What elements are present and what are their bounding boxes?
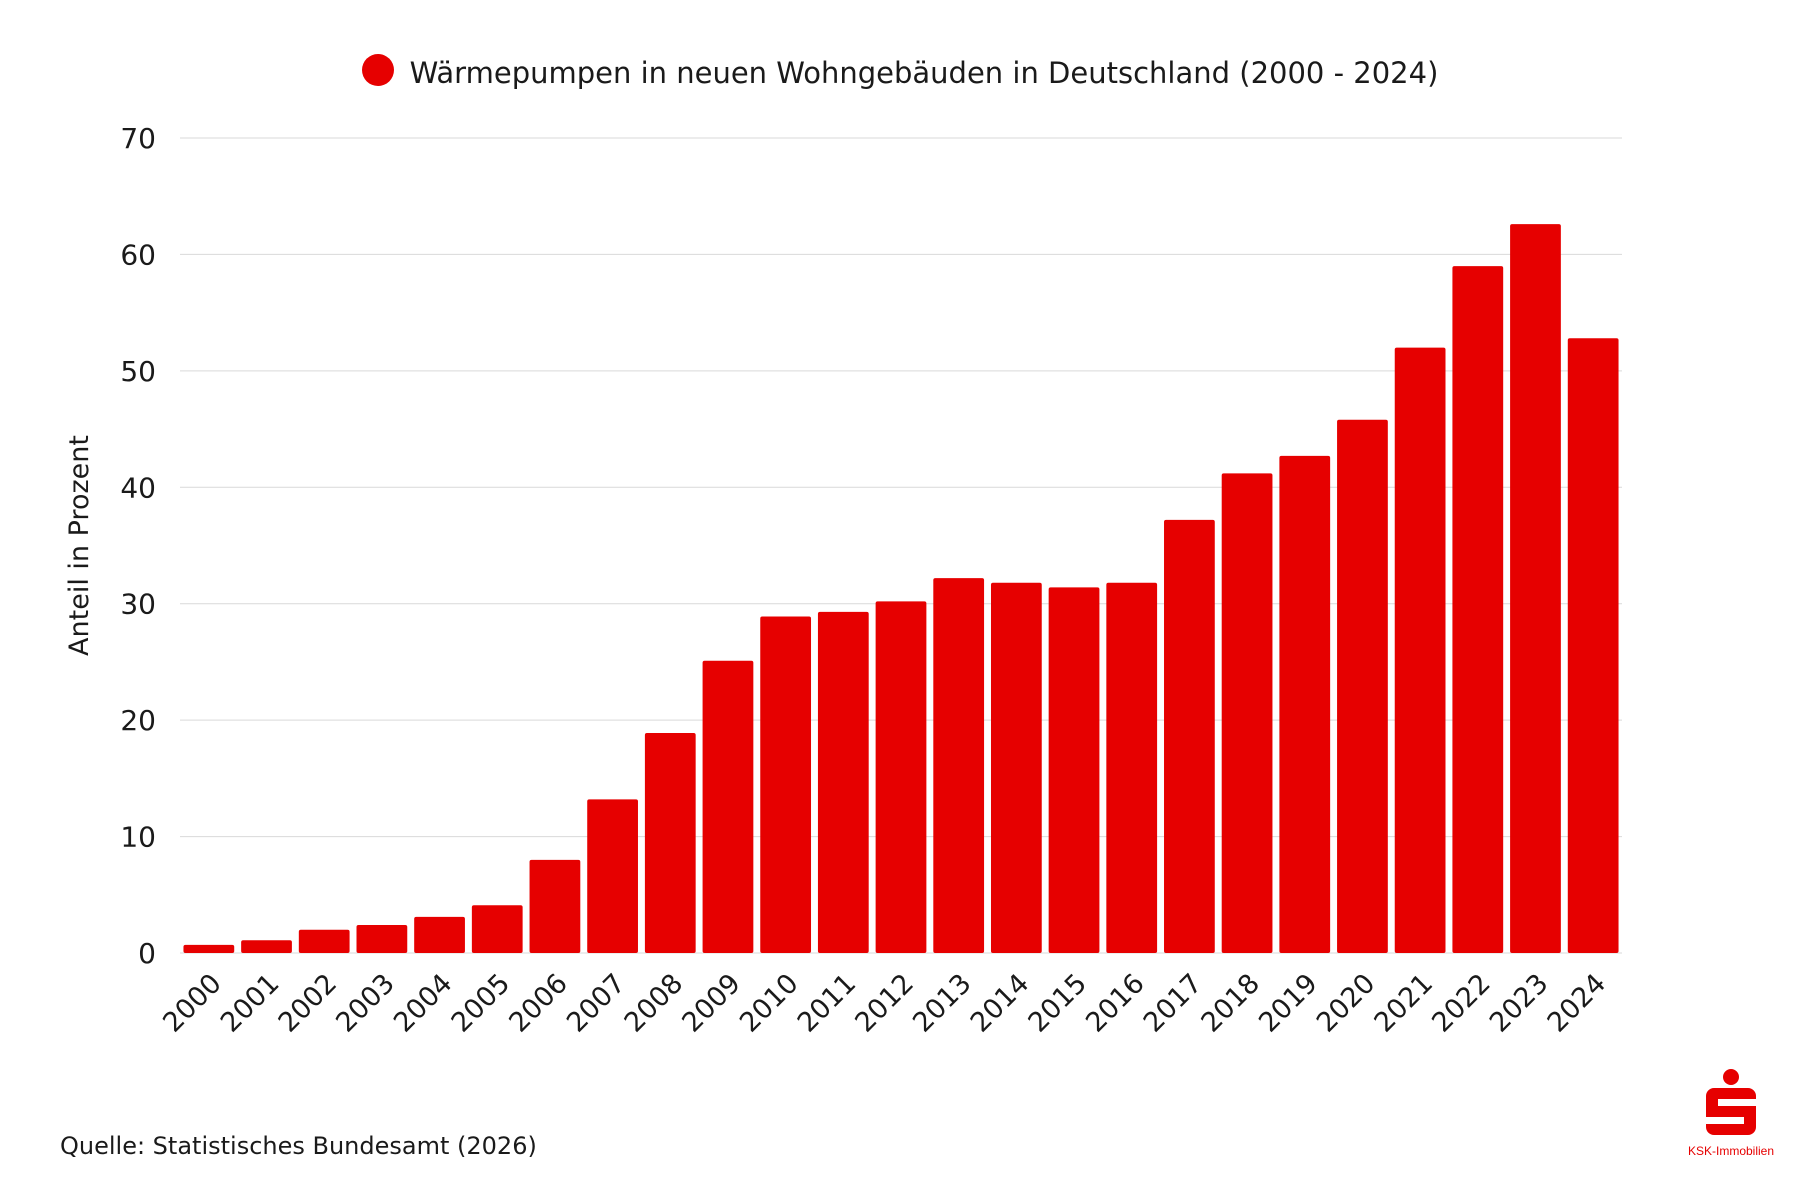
x-tick-label: 2009 bbox=[676, 968, 747, 1039]
x-tick-label: 2008 bbox=[619, 968, 690, 1039]
bar-2014 bbox=[990, 582, 1042, 953]
bar-2013 bbox=[933, 578, 985, 953]
bar-2000 bbox=[183, 944, 235, 953]
bar-2020 bbox=[1337, 419, 1388, 953]
x-tick-label: 2019 bbox=[1253, 968, 1324, 1039]
bars bbox=[183, 224, 1619, 954]
y-tick-label: 60 bbox=[120, 238, 156, 271]
y-tick-label: 10 bbox=[120, 821, 156, 854]
bar-2015 bbox=[1048, 587, 1100, 953]
x-tick-label: 2000 bbox=[157, 968, 228, 1039]
y-tick-label: 70 bbox=[120, 122, 156, 155]
bar-2002 bbox=[298, 929, 350, 953]
x-tick-label: 2013 bbox=[907, 968, 978, 1039]
sparkasse-logo-icon bbox=[1706, 1069, 1756, 1135]
bar-2012 bbox=[875, 601, 927, 953]
bar-2008 bbox=[644, 732, 696, 953]
bar-2019 bbox=[1279, 455, 1331, 953]
x-tick-label: 2024 bbox=[1542, 968, 1613, 1039]
bar-2007 bbox=[587, 799, 638, 953]
legend-marker bbox=[361, 54, 394, 86]
bar-2018 bbox=[1221, 473, 1273, 953]
x-tick-label: 2003 bbox=[330, 968, 401, 1039]
source-note: Quelle: Statistisches Bundesamt (2026) bbox=[60, 1132, 537, 1160]
x-tick-label: 2014 bbox=[965, 968, 1036, 1039]
x-tick-label: 2017 bbox=[1138, 968, 1209, 1039]
x-tick-label: 2001 bbox=[215, 968, 286, 1039]
y-tick-label: 50 bbox=[120, 355, 156, 388]
bar-2011 bbox=[817, 611, 869, 953]
y-axis-label: Anteil in Prozent bbox=[64, 435, 95, 656]
x-tick-label: 2002 bbox=[273, 968, 344, 1039]
bar-2024 bbox=[1567, 338, 1619, 953]
x-tick-label: 2016 bbox=[1080, 968, 1151, 1039]
bar-2003 bbox=[356, 925, 408, 953]
bar-2006 bbox=[529, 859, 581, 953]
x-tick-label: 2021 bbox=[1369, 968, 1440, 1039]
y-tick-label: 40 bbox=[120, 471, 156, 504]
bar-2009 bbox=[702, 660, 754, 953]
x-tick-label: 2004 bbox=[388, 968, 459, 1039]
x-tick-label: 2011 bbox=[792, 968, 863, 1039]
x-tick-label: 2020 bbox=[1311, 968, 1382, 1039]
chart-legend: Wärmepumpen in neuen Wohngebäuden in Deu… bbox=[0, 54, 1800, 90]
bar-2005 bbox=[471, 905, 523, 953]
legend-label: Wärmepumpen in neuen Wohngebäuden in Deu… bbox=[409, 56, 1439, 90]
bar-2017 bbox=[1164, 519, 1215, 953]
bar-2004 bbox=[414, 916, 465, 953]
x-tick-label: 2006 bbox=[503, 968, 574, 1039]
logo-text: KSK-Immobilien bbox=[1687, 1144, 1775, 1158]
x-axis-ticks: 2000200120022003200420052006200720082009… bbox=[157, 968, 1612, 1039]
bar-2010 bbox=[760, 616, 812, 953]
x-tick-label: 2018 bbox=[1196, 968, 1267, 1039]
y-tick-label: 20 bbox=[120, 704, 156, 737]
bar-2023 bbox=[1510, 224, 1561, 953]
y-axis-ticks: 0 10 20 30 40 50 60 70 bbox=[120, 122, 156, 970]
x-tick-label: 2022 bbox=[1426, 968, 1497, 1039]
bar-2001 bbox=[241, 940, 292, 953]
bar-2022 bbox=[1452, 266, 1504, 954]
x-tick-label: 2007 bbox=[561, 968, 632, 1039]
y-tick-label: 0 bbox=[138, 937, 156, 970]
sparkasse-logo: KSK-Immobilien bbox=[1672, 1068, 1790, 1158]
x-tick-label: 2015 bbox=[1022, 968, 1093, 1039]
y-tick-label: 30 bbox=[120, 588, 156, 621]
bar-2021 bbox=[1394, 347, 1446, 954]
x-tick-label: 2005 bbox=[446, 968, 517, 1039]
bar-2016 bbox=[1106, 582, 1158, 953]
x-tick-label: 2010 bbox=[734, 968, 805, 1039]
x-tick-label: 2023 bbox=[1484, 968, 1555, 1039]
x-tick-label: 2012 bbox=[849, 968, 920, 1039]
